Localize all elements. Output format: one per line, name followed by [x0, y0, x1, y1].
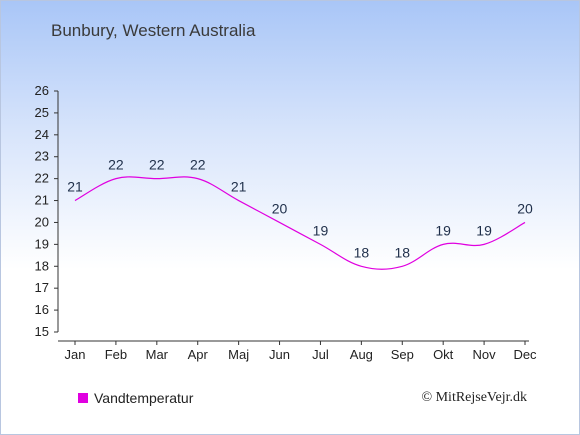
data-labels: 21 22 22 22 21 20 19 18 18 19 19 20: [67, 157, 533, 261]
y-tick-label: 15: [35, 324, 49, 339]
x-tick-label: Maj: [228, 347, 249, 362]
chart-title: Bunbury, Western Australia: [51, 21, 256, 40]
x-tick-label: Apr: [188, 347, 209, 362]
y-tick-label: 16: [35, 302, 49, 317]
data-label: 22: [149, 157, 165, 173]
series-group: [74, 176, 526, 270]
x-tick-label: Jan: [65, 347, 86, 362]
x-tick-label: Okt: [433, 347, 454, 362]
data-label: 21: [67, 179, 83, 195]
series-line: [74, 176, 526, 270]
credit-text: © MitRejseVejr.dk: [421, 390, 527, 405]
data-label: 22: [190, 157, 206, 173]
data-label: 19: [476, 222, 492, 238]
y-tick-label: 26: [35, 83, 49, 98]
data-label: 18: [354, 244, 370, 260]
y-tick-label: 21: [35, 193, 49, 208]
x-tick-label: Dec: [513, 347, 537, 362]
axes: 15 16 17 18 19 20 21 22 23 24 25 26 Jan Feb Mar Apr Maj J…: [35, 83, 538, 362]
x-tick-label: Mar: [146, 347, 169, 362]
x-tick-label: Aug: [350, 347, 373, 362]
y-tick-label: 22: [35, 171, 49, 186]
x-tick-label: Jun: [269, 347, 290, 362]
data-label: 19: [313, 222, 329, 238]
y-tick-label: 25: [35, 105, 49, 120]
legend-label: Vandtemperatur: [94, 390, 194, 406]
y-tick-label: 18: [35, 258, 49, 273]
x-tick-label: Jul: [312, 347, 329, 362]
x-tick-label: Feb: [105, 347, 127, 362]
data-label: 19: [435, 222, 451, 238]
y-tick-label: 19: [35, 236, 49, 251]
data-label: 20: [517, 200, 533, 216]
x-tick-label: Sep: [391, 347, 414, 362]
y-tick-label: 23: [35, 149, 49, 164]
data-label: 21: [231, 179, 247, 195]
data-label: 22: [108, 157, 124, 173]
legend: Vandtemperatur: [78, 390, 193, 406]
y-tick-label: 17: [35, 280, 49, 295]
y-tick-label: 24: [35, 127, 49, 142]
data-label: 20: [272, 200, 288, 216]
legend-swatch: [78, 393, 88, 403]
data-label: 18: [394, 244, 410, 260]
x-tick-label: Nov: [473, 347, 497, 362]
y-tick-label: 20: [35, 214, 49, 229]
